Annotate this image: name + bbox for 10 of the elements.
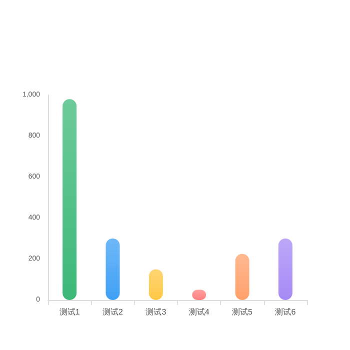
bar (62, 99, 77, 300)
x-tick-label: 测试2 (102, 308, 124, 316)
x-tick-label: 测试3 (146, 308, 167, 316)
bar (106, 238, 120, 300)
bar (235, 254, 250, 300)
x-tick-label: 测试5 (232, 308, 254, 316)
x-tick-label: 测试1 (59, 308, 80, 316)
bar (278, 238, 292, 300)
x-tick-label: 测试4 (188, 308, 210, 316)
x-tick-label: 测试6 (275, 308, 296, 316)
